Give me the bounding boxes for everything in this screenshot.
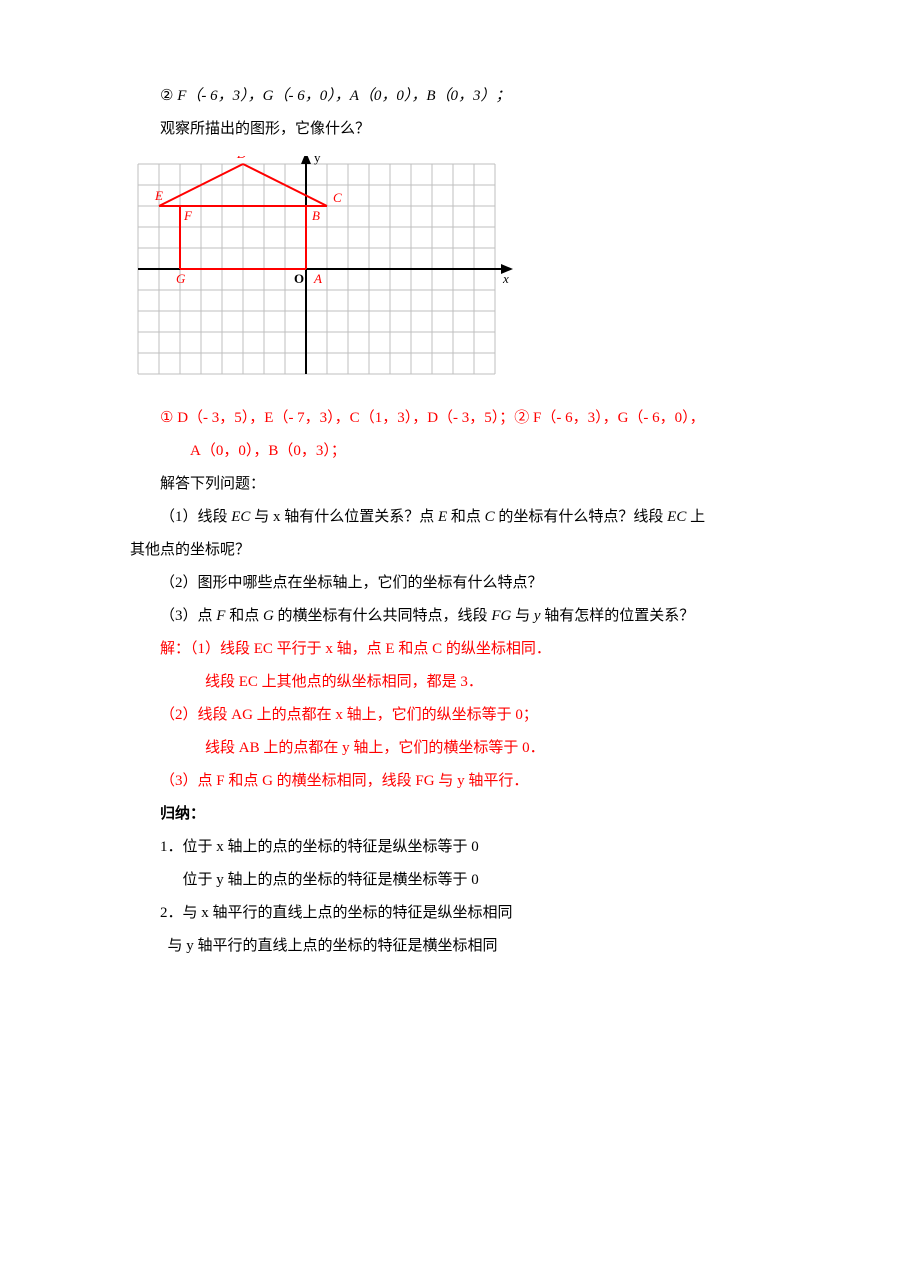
question-observe: 观察所描出的图形，它像什么？ [130,113,790,146]
svg-text:y: y [314,156,321,165]
summary-2b: 与 y 轴平行的直线上点的坐标的特征是横坐标相同 [130,930,790,963]
answer-2a: （2）线段 AG 上的点都在 x 轴上，它们的纵坐标等于 0； [130,699,790,732]
q3-d: 与 [511,608,534,624]
q1-c: C [485,509,495,525]
q1-ec: EC [231,509,250,525]
coordinate-chart: y x O D E C F B G A [130,156,790,392]
svg-text:F: F [183,208,193,223]
q3-b: 和点 [225,608,263,624]
points-fgab: F（- 6，3），G（- 6，0），A（0，0），B（0，3）； [177,88,510,104]
q1-part-d: 的坐标有什么特点？线段 [495,509,668,525]
q3-g: G [263,608,274,624]
q3-fg: FG [491,608,511,624]
answer-1a: 解：（1）线段 EC 平行于 x 轴，点 E 和点 C 的纵坐标相同． [130,633,790,666]
svg-text:B: B [312,208,320,223]
q3-y: y [534,608,541,624]
line-points-2: ② F（- 6，3），G（- 6，0），A（0，0），B（0，3）； [130,80,790,113]
answer-3: （3）点 F 和点 G 的横坐标相同，线段 FG 与 y 轴平行． [130,765,790,798]
summary-1b: 位于 y 轴上的点的坐标的特征是横坐标等于 0 [130,864,790,897]
circled-2: ② [160,88,177,104]
question-3: （3）点 F 和点 G 的横坐标有什么共同特点，线段 FG 与 y 轴有怎样的位… [130,600,790,633]
summary-2a: 2．与 x 轴平行的直线上点的坐标的特征是纵坐标相同 [130,897,790,930]
question-2: （2）图形中哪些点在坐标轴上，它们的坐标有什么特点？ [130,567,790,600]
question-1b: 其他点的坐标呢？ [130,534,790,567]
q1-e: E [438,509,447,525]
svg-text:x: x [502,271,509,286]
answer-1b: 线段 EC 上其他点的纵坐标相同，都是 3． [130,666,790,699]
red-points-line2: A（0，0），B（0，3）； [130,435,790,468]
svg-text:O: O [294,271,304,286]
q1-part-a: （1）线段 [160,509,231,525]
q3-c: 的横坐标有什么共同特点，线段 [274,608,492,624]
summary-title: 归纳： [130,798,790,831]
svg-text:D: D [236,156,247,161]
answer-intro: 解答下列问题： [130,468,790,501]
question-1: （1）线段 EC 与 x 轴有什么位置关系？点 E 和点 C 的坐标有什么特点？… [130,501,790,534]
coord-svg: y x O D E C F B G A [130,156,523,392]
q1-part-b: 与 x 轴有什么位置关系？点 [250,509,438,525]
summary-1a: 1．位于 x 轴上的点的坐标的特征是纵坐标等于 0 [130,831,790,864]
answer-2b: 线段 AB 上的点都在 y 轴上，它们的横坐标等于 0． [130,732,790,765]
q1-ec2: EC [667,509,686,525]
red-points-line1: ① D（- 3，5），E（- 7，3），C（1，3），D（- 3，5）；② F（… [130,402,790,435]
q3-e: 轴有怎样的位置关系？ [541,608,695,624]
q1-part-e: 上 [686,509,705,525]
q3-a: （3）点 [160,608,216,624]
svg-text:A: A [313,271,322,286]
svg-text:E: E [154,188,163,203]
svg-text:C: C [333,190,342,205]
svg-text:G: G [176,271,186,286]
q1-part-c: 和点 [447,509,485,525]
